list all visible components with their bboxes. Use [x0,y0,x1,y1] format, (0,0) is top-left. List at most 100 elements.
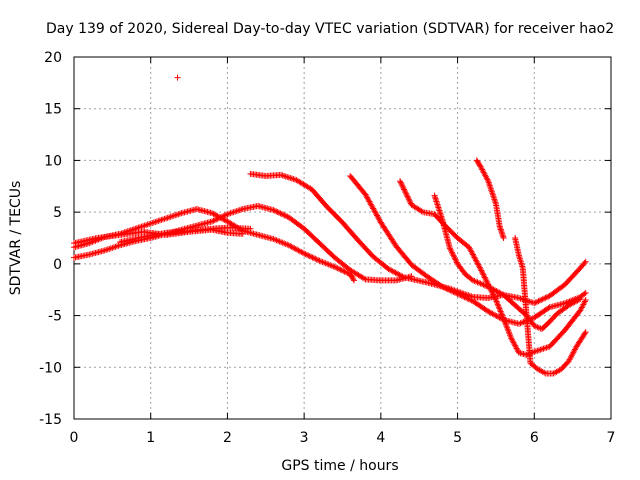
data-point-marker [492,295,499,302]
data-point-marker [336,265,343,272]
data-point-marker [497,308,504,315]
data-point-marker [406,197,413,204]
data-point-marker [398,180,405,187]
data-point-marker [282,173,289,180]
data-point-marker [487,184,494,191]
data-point-marker [443,285,450,292]
data-point-marker [531,300,538,307]
data-point-marker [450,252,457,259]
data-point-marker [310,255,317,262]
data-point-marker [495,302,502,309]
data-point-marker [397,179,404,186]
data-point-marker [537,346,544,353]
data-point-marker [487,285,494,292]
data-point-marker [582,258,589,265]
data-point-marker [446,245,453,252]
data-point-marker [452,256,459,263]
data-point-marker [155,217,162,224]
data-point-marker [239,230,246,237]
data-point-marker [113,243,120,250]
x-tick-label: 4 [376,430,385,446]
data-point-marker [150,219,157,226]
data-point-marker [577,296,584,303]
data-point-marker [457,292,464,299]
data-point-marker [401,187,408,194]
data-point-marker [342,269,349,276]
data-point-marker [481,282,488,289]
data-point-marker [490,194,497,201]
data-point-marker [299,249,306,256]
data-point-marker [138,223,145,230]
data-point-marker [407,199,414,206]
data-point-marker [144,221,151,228]
data-point-marker [488,188,495,195]
data-point-marker [464,295,471,302]
x-axis-label: GPS time / hours [281,458,398,474]
data-point-marker [538,296,545,303]
data-point-marker [247,225,254,232]
chart-title: Day 139 of 2020, Sidereal Day-to-day VTE… [46,21,614,37]
data-point-marker [442,284,449,291]
y-tick-labels: -15 -10 -5 0 5 10 15 20 [39,50,62,428]
axis-ticks [73,56,612,420]
data-point-marker [274,209,281,216]
series-s7 [397,178,589,358]
data-point-marker [350,276,357,283]
data-point-marker [575,296,582,303]
data-point-marker [403,190,410,197]
y-tick-label: -15 [39,412,62,428]
data-point-marker [542,345,549,352]
data-point-marker [103,246,110,253]
data-point-marker [287,175,294,182]
data-point-marker [448,288,455,295]
data-point-marker [479,281,486,288]
y-tick-label: -5 [48,309,62,325]
data-point-marker [172,212,179,219]
data-point-marker [312,255,319,262]
y-tick-label: 10 [44,153,62,169]
data-point-marker [163,215,170,222]
data-point-marker [334,265,341,272]
data-point-marker [281,172,288,179]
series-s5 [247,170,589,307]
data-points [71,74,589,377]
x-tick-label: 2 [223,430,232,446]
data-point-marker [110,244,117,251]
data-point-marker [337,266,344,273]
data-point-marker [305,252,312,259]
data-point-marker [211,217,218,224]
data-point-marker [535,298,542,305]
data-point-marker [491,197,498,204]
data-point-marker [333,264,340,271]
data-point-marker [491,294,498,301]
data-point-marker [476,264,483,271]
data-point-marker [489,190,496,197]
data-point-marker [455,291,462,298]
data-point-marker [104,246,111,253]
data-point-marker [515,294,522,301]
data-point-marker [487,185,494,192]
data-point-marker [399,183,406,190]
data-point-marker [176,210,183,217]
data-point-marker [492,199,499,206]
data-point-marker [532,299,539,306]
data-point-marker [450,288,457,295]
data-point-marker [399,182,406,189]
data-point-marker [216,215,223,222]
data-point-marker [448,248,455,255]
data-point-marker [152,218,159,225]
data-point-marker [543,294,550,301]
data-point-marker [495,304,502,311]
data-point-marker [477,266,484,273]
data-point-marker [488,187,495,194]
data-point-marker [159,216,166,223]
data-point-marker [541,295,548,302]
x-tick-labels: 0 1 2 3 4 5 6 7 [70,430,616,446]
y-tick-label: 20 [44,50,62,66]
data-point-marker [276,209,283,216]
data-point-marker [405,196,412,203]
data-point-marker [351,277,358,284]
data-point-marker [281,212,288,219]
data-point-marker [140,223,147,230]
data-point-marker [402,189,409,196]
